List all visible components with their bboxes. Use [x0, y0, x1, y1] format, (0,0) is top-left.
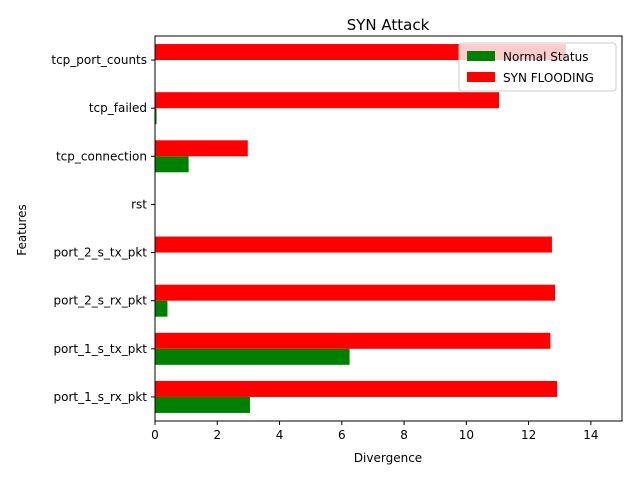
- x-tick-label: 8: [400, 428, 408, 442]
- x-tick-label: 4: [276, 428, 284, 442]
- bar-syn-flooding-tcp-connection: [155, 140, 248, 157]
- chart-title: SYN Attack: [347, 16, 430, 34]
- x-tick-label: 6: [338, 428, 346, 442]
- y-tick-label: tcp_failed: [89, 101, 147, 115]
- legend-box: [458, 42, 617, 92]
- legend-swatch-syn-flooding: [467, 72, 495, 82]
- legend: Normal Status SYN FLOODING: [458, 42, 617, 92]
- bar-syn-flooding-port-1-s-tx-pkt: [155, 332, 551, 349]
- x-tick-label: 10: [459, 428, 474, 442]
- y-tick-label: port_1_s_rx_pkt: [54, 390, 148, 404]
- bar-syn-flooding-port-2-s-tx-pkt: [155, 236, 552, 253]
- bar-normal-status-port-1-s-rx-pkt: [155, 396, 250, 413]
- bar-syn-flooding-port-2-s-rx-pkt: [155, 284, 556, 301]
- bar-normal-status-port-2-s-rx-pkt: [155, 300, 168, 317]
- legend-swatch-normal-status: [467, 51, 495, 61]
- bar-syn-flooding-port-1-s-rx-pkt: [155, 380, 558, 397]
- legend-label-normal-status: Normal Status: [503, 50, 588, 64]
- y-tick-label: tcp_port_counts: [51, 53, 147, 67]
- bar-normal-status-tcp-connection: [155, 156, 189, 173]
- bar-normal-status-port-1-s-tx-pkt: [155, 348, 350, 365]
- bar-syn-flooding-tcp-failed: [155, 92, 500, 109]
- y-tick-label: port_1_s_tx_pkt: [53, 342, 147, 356]
- y-tick-label: tcp_connection: [56, 149, 147, 163]
- plot-frame: [154, 35, 623, 422]
- bar-normal-status-tcp-failed: [155, 108, 157, 125]
- legend-label-syn-flooding: SYN FLOODING: [503, 71, 594, 85]
- x-axis-title: Divergence: [354, 451, 422, 465]
- y-tick-label: port_2_s_tx_pkt: [53, 246, 147, 260]
- bars-layer: [155, 44, 566, 413]
- y-tick-label: rst: [131, 197, 147, 211]
- x-tick-label: 0: [151, 428, 159, 442]
- y-axis-title: Features: [15, 204, 29, 256]
- y-tick-label: port_2_s_rx_pkt: [54, 294, 148, 308]
- x-tick-label: 14: [583, 428, 598, 442]
- axes-layer: 0 2 4 6 8 10 12 14 port_1_s_rx_pkt port_1_s_tx_pk…: [51, 35, 623, 442]
- x-tick-label: 2: [213, 428, 221, 442]
- x-tick-label: 12: [521, 428, 536, 442]
